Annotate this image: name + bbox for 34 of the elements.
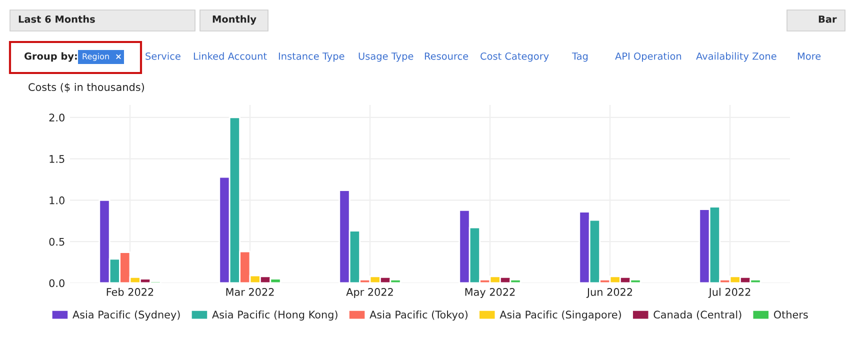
y-tick-label: 0.0 <box>49 279 64 288</box>
legend-label: Asia Pacific (Tokyo) <box>370 310 468 321</box>
legend-label: Asia Pacific (Sydney) <box>72 310 180 321</box>
x-tick-label: Jun 2022 <box>586 288 632 298</box>
text: Region <box>82 53 109 61</box>
legend-label: Asia Pacific (Hong Kong) <box>212 310 338 321</box>
x-tick-label: May 2022 <box>465 288 515 298</box>
y-tick-label: 1.0 <box>50 196 64 204</box>
x-tick-label: Jul 2022 <box>708 288 750 298</box>
text: Last 6 Months <box>18 15 95 23</box>
text: Usage Type <box>358 52 414 62</box>
text: Instance Type <box>278 52 344 62</box>
text: Service <box>146 52 180 60</box>
text: Cost Category <box>480 52 549 62</box>
text: Tag <box>572 52 588 62</box>
legend-label: Canada (Central) <box>654 310 742 320</box>
text: API Operation <box>615 52 682 62</box>
text: Bar <box>818 16 837 23</box>
y-tick-label: 0.5 <box>49 238 64 246</box>
text: Group by: <box>24 52 77 62</box>
x-tick-label: Apr 2022 <box>346 288 393 298</box>
text: × <box>116 54 121 60</box>
text: Availability Zone <box>696 52 776 62</box>
text: More <box>798 52 821 60</box>
y-tick-label: 2.0 <box>49 114 64 122</box>
chart-title: Costs ($ in thousands) <box>28 82 144 92</box>
x-tick-label: Feb 2022 <box>106 288 154 296</box>
text: Monthly <box>212 15 256 25</box>
y-tick-label: 1.5 <box>50 155 64 163</box>
text: Resource <box>424 52 468 60</box>
legend-label: Others <box>774 310 808 319</box>
legend-label: Asia Pacific (Singapore) <box>500 310 621 321</box>
text: Linked Account <box>194 52 267 60</box>
x-tick-label: Mar 2022 <box>226 288 274 296</box>
